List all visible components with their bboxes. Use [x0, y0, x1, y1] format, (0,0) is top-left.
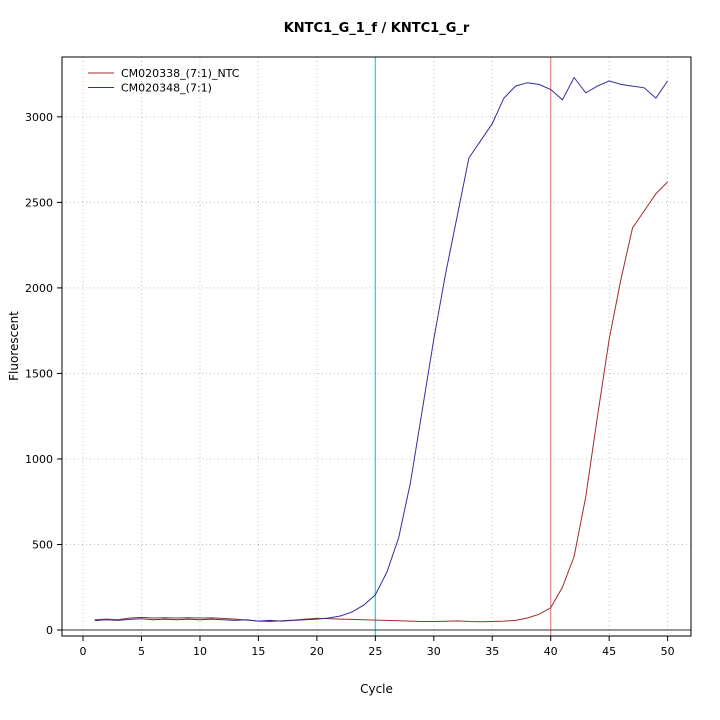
legend-label: CM020338_(7:1)_NTC	[121, 67, 240, 80]
y-axis-label: Fluorescent	[7, 311, 21, 381]
x-tick-label: 0	[80, 645, 87, 658]
y-tick-label: 1500	[25, 367, 53, 380]
y-tick-label: 3000	[25, 111, 53, 124]
series-line-0	[94, 181, 668, 623]
y-tick-label: 500	[32, 538, 53, 551]
series-line-1	[94, 76, 669, 622]
x-tick-label: 5	[138, 645, 145, 658]
gridlines	[62, 57, 691, 636]
x-tick-label: 25	[368, 645, 382, 658]
plot-border	[61, 56, 692, 637]
legend: CM020338_(7:1)_NTC CM020348_(7:1)	[88, 67, 240, 95]
legend-label: CM020348_(7:1)	[121, 82, 212, 95]
y-tick-label: 0	[46, 624, 53, 637]
y-tick-label: 2500	[25, 196, 53, 209]
x-tick-label: 40	[544, 645, 558, 658]
x-tick-label: 30	[427, 645, 441, 658]
x-tick-label: 35	[485, 645, 499, 658]
y-tick-label: 1000	[25, 453, 53, 466]
axis-ticks: 0 5 10 15 20 25 30 35 40 45 5005001000150020002500…	[25, 111, 675, 658]
x-tick-label: 15	[251, 645, 265, 658]
x-tick-label: 20	[310, 645, 324, 658]
x-tick-label: 50	[661, 645, 675, 658]
y-tick-label: 2000	[25, 282, 53, 295]
chart-title: KNTC1_G_1_f / KNTC1_G_r	[283, 21, 470, 36]
x-tick-label: 10	[193, 645, 207, 658]
x-axis-label: Cycle	[360, 682, 393, 696]
x-tick-label: 45	[602, 645, 616, 658]
